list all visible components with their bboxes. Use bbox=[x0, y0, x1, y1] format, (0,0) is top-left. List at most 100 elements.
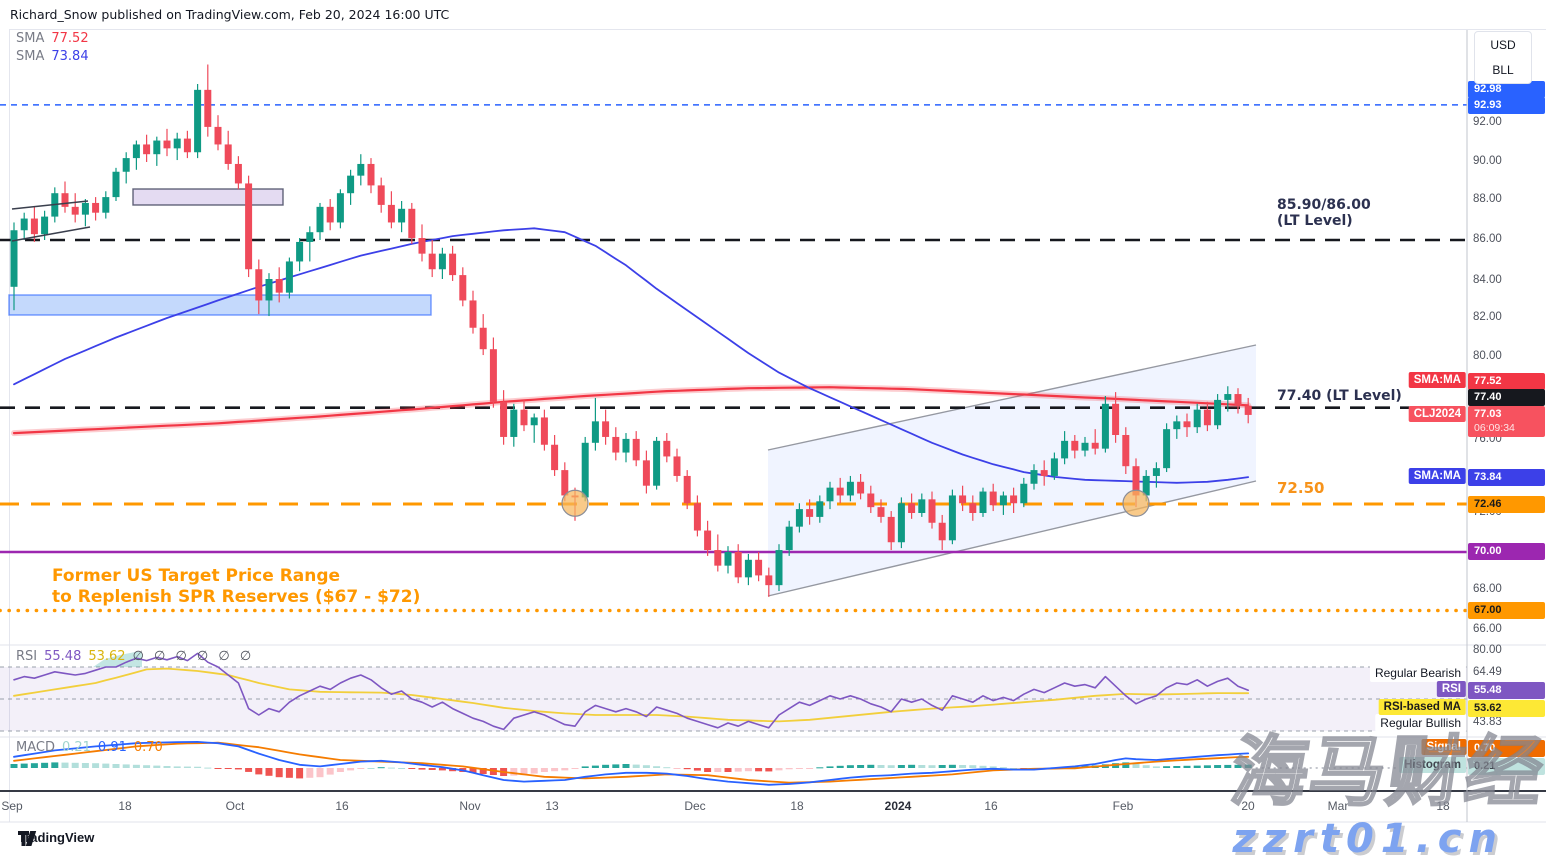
pennant-trendline[interactable] bbox=[11, 226, 91, 242]
candle-body bbox=[163, 140, 171, 149]
macd-histogram-bar bbox=[836, 765, 844, 768]
widget-left-border bbox=[9, 29, 10, 822]
macd-histogram-bar bbox=[408, 768, 416, 769]
price-touch-circle-marker[interactable] bbox=[1122, 489, 1150, 517]
annotation-level-7250[interactable]: 72.50 bbox=[1277, 479, 1325, 497]
macd-histogram-bar bbox=[153, 765, 161, 768]
candle-body bbox=[632, 438, 640, 461]
macd-histogram-bar bbox=[92, 763, 100, 768]
tradingview-brand-label: TradingView bbox=[18, 830, 95, 845]
candle-body bbox=[806, 509, 814, 517]
macd-histogram-bar bbox=[479, 768, 487, 774]
currency-toggle[interactable]: USD bbox=[1490, 37, 1516, 52]
macd-histogram-bar bbox=[122, 764, 130, 768]
macd-histogram-bar bbox=[336, 768, 344, 772]
candle-body bbox=[1061, 440, 1069, 459]
annotation-lt-level-77[interactable]: 77.40 (LT Level) bbox=[1277, 388, 1402, 404]
macd-histogram-bar bbox=[377, 767, 385, 769]
macd-histogram-bar bbox=[1122, 762, 1130, 768]
candle-body bbox=[306, 232, 314, 242]
macd-histogram-bar bbox=[469, 768, 477, 773]
macd-histogram-bar bbox=[1214, 765, 1222, 768]
candle-body bbox=[510, 409, 518, 437]
candle-body bbox=[1030, 470, 1038, 484]
macd-histogram-bar bbox=[877, 765, 885, 768]
macd-histogram-bar bbox=[693, 768, 701, 771]
resistance-zone[interactable] bbox=[132, 188, 284, 206]
candle-body bbox=[1071, 440, 1079, 451]
candle-body bbox=[357, 163, 365, 176]
rsi-band bbox=[0, 667, 1467, 731]
macd-histogram-bar bbox=[755, 768, 763, 772]
macd-histogram-bar bbox=[969, 765, 977, 768]
pennant-trendline[interactable] bbox=[11, 200, 89, 210]
macd-histogram-bar bbox=[214, 768, 222, 769]
candle-body bbox=[418, 238, 426, 254]
macd-histogram-bar bbox=[530, 768, 538, 774]
macd-histogram-bar bbox=[81, 763, 89, 768]
macd-histogram-bar bbox=[867, 764, 875, 768]
macd-histogram-bar bbox=[357, 768, 365, 769]
sma1-legend[interactable]: SMA 77.52 bbox=[16, 31, 89, 46]
candle-body bbox=[1234, 394, 1242, 406]
sma2-legend[interactable]: SMA 73.84 bbox=[16, 49, 89, 64]
candlestick-series bbox=[10, 64, 1252, 597]
rsi-legend[interactable]: RSI 55.48 53.62 ∅ ∅ ∅ ∅ ∅ ∅ bbox=[16, 649, 254, 664]
trend-channel-lower-line[interactable] bbox=[767, 480, 1257, 597]
macd-histogram-bar bbox=[979, 765, 987, 768]
candle-body bbox=[775, 550, 783, 586]
candle-body bbox=[1163, 429, 1171, 469]
candle-body bbox=[530, 417, 538, 426]
macd-histogram-bar bbox=[428, 768, 436, 770]
macd-histogram-bar bbox=[1193, 765, 1201, 768]
price-touch-circle-marker[interactable] bbox=[561, 489, 589, 517]
candle-body bbox=[1132, 466, 1140, 496]
tradingview-brand[interactable]: TradingView bbox=[18, 830, 95, 846]
macd-histogram-bar bbox=[581, 766, 589, 768]
candle-body bbox=[61, 193, 69, 207]
rsi-value: 55.48 bbox=[44, 649, 82, 664]
macd-line bbox=[13, 741, 1250, 786]
candle-body bbox=[1112, 403, 1120, 435]
macd-histogram-bar bbox=[632, 764, 640, 768]
unit-toggle[interactable]: BLL bbox=[1492, 63, 1514, 78]
candle-body bbox=[71, 206, 79, 215]
candle-body bbox=[132, 144, 140, 159]
macd-histogram-bar bbox=[10, 764, 18, 768]
annotation-spr-range[interactable]: Former US Target Price Range to Replenis… bbox=[52, 566, 420, 608]
support-zone[interactable] bbox=[8, 294, 432, 316]
candle-body bbox=[612, 436, 620, 453]
macd-histogram-bar bbox=[1203, 765, 1211, 768]
candle-body bbox=[673, 456, 681, 476]
macd-histogram-bar bbox=[948, 764, 956, 768]
candle-body bbox=[591, 421, 599, 443]
candle-body bbox=[867, 493, 875, 508]
macd-histogram-bar bbox=[561, 768, 569, 771]
macd-legend[interactable]: MACD 0.21 0.91 0.70 bbox=[16, 740, 163, 755]
macd-histogram-bar bbox=[602, 764, 610, 768]
macd-histogram-bar bbox=[367, 768, 375, 769]
macd-histogram-bar bbox=[591, 765, 599, 768]
spr-line1: Former US Target Price Range bbox=[52, 566, 341, 586]
macd-signal-line bbox=[13, 741, 1250, 784]
sma1-value: 77.52 bbox=[51, 31, 89, 46]
candle-body bbox=[999, 495, 1007, 506]
candle-body bbox=[836, 487, 844, 496]
macd-histogram-bar bbox=[724, 768, 732, 772]
candle-body bbox=[1244, 405, 1252, 415]
macd-histogram-bar bbox=[183, 766, 191, 768]
candle-body bbox=[795, 509, 803, 527]
macd-histogram-bar bbox=[163, 766, 171, 768]
macd-histogram-bar bbox=[612, 764, 620, 768]
rsi-divergence-fill bbox=[93, 652, 142, 667]
trend-channel-upper-line[interactable] bbox=[767, 344, 1257, 451]
macd-histogram-bar bbox=[734, 768, 742, 772]
candle-body bbox=[704, 530, 712, 551]
macd-histogram-bar bbox=[1152, 766, 1160, 768]
annotation-lt-level-86[interactable]: 85.90/86.00 (LT Level) bbox=[1277, 197, 1371, 229]
macd-histogram-bar bbox=[908, 764, 916, 768]
macd-histogram-bar bbox=[194, 766, 202, 768]
candle-body bbox=[367, 163, 375, 186]
